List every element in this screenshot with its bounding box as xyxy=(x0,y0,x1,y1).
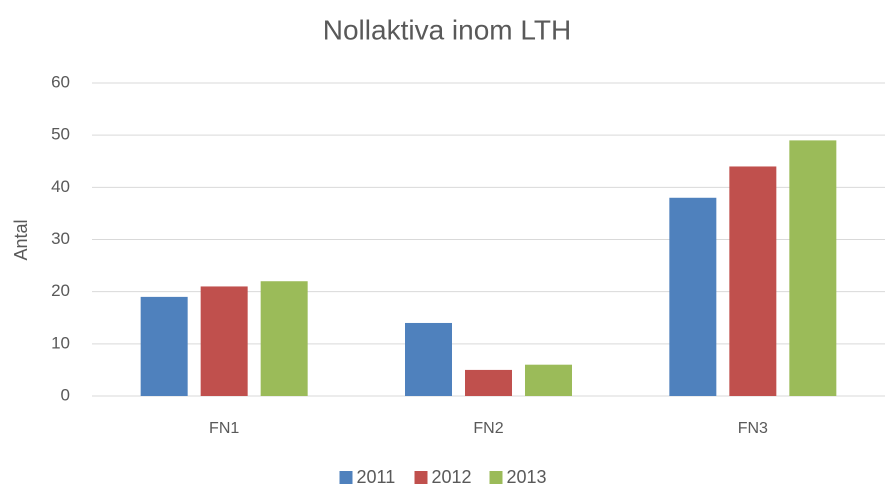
chart-title: Nollaktiva inom LTH xyxy=(323,14,571,45)
x-tick-label: FN1 xyxy=(209,420,239,437)
x-tick-label: FN3 xyxy=(738,420,768,437)
y-tick-label: 40 xyxy=(51,177,70,196)
bar xyxy=(200,286,248,396)
legend-label: 2011 xyxy=(357,467,396,487)
legend-swatch xyxy=(339,471,353,484)
legend-swatch xyxy=(489,471,503,484)
y-tick-label: 50 xyxy=(51,125,70,144)
y-tick-label: 10 xyxy=(51,333,70,352)
bar xyxy=(789,140,837,396)
y-tick-label: 30 xyxy=(51,229,70,248)
bar xyxy=(729,166,777,396)
legend-label: 2013 xyxy=(507,467,547,487)
bar xyxy=(260,281,308,396)
bar xyxy=(140,296,188,396)
bar xyxy=(405,322,452,396)
x-tick-label: FN2 xyxy=(473,420,503,437)
legend-label: 2012 xyxy=(432,467,472,487)
legend-swatch xyxy=(414,471,428,484)
y-axis-label: Antal xyxy=(11,219,31,260)
y-tick-label: 60 xyxy=(51,72,70,91)
y-tick-label: 20 xyxy=(51,281,70,300)
bar xyxy=(525,364,572,396)
bar xyxy=(465,369,512,396)
y-tick-label: 0 xyxy=(61,385,70,404)
bar xyxy=(669,197,717,396)
